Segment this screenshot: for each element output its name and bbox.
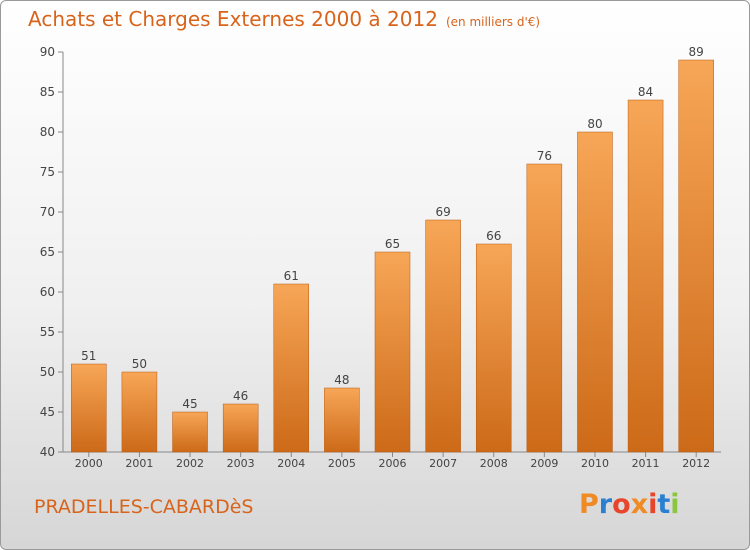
data-label-2002: 45 — [182, 397, 197, 411]
bar-2005 — [324, 387, 360, 453]
data-label-2012: 89 — [689, 45, 704, 59]
x-tick-label-2003: 2003 — [227, 457, 255, 470]
data-label-2008: 66 — [486, 229, 501, 243]
y-tick-label: 70 — [40, 205, 55, 219]
bar-2004 — [273, 283, 310, 453]
x-tick-label-2012: 2012 — [682, 457, 710, 470]
y-tick-label: 65 — [40, 245, 55, 259]
y-tick-label: 50 — [40, 365, 55, 379]
logo-letter: i — [648, 489, 658, 520]
data-label-2000: 51 — [81, 349, 96, 363]
data-label-2011: 84 — [638, 85, 653, 99]
y-tick-label: 80 — [40, 125, 55, 139]
axes: 40 45 50 55 60 65 70 75 80 85 90 2000 2001 2002 2003 20… — [40, 45, 721, 470]
x-tick-label-2000: 2000 — [75, 457, 103, 470]
data-label-2006: 65 — [385, 237, 400, 251]
x-tick-label-2010: 2010 — [581, 457, 609, 470]
logo-letter: t — [657, 489, 671, 520]
y-tick-label: 45 — [40, 405, 55, 419]
bar-2003 — [222, 403, 259, 453]
bar-2009 — [526, 163, 563, 453]
x-tick-label-2011: 2011 — [632, 457, 660, 470]
chart-title-text: Achats et Charges Externes 2000 à 2012 — [28, 7, 438, 31]
chart-title: Achats et Charges Externes 2000 à 2012 (e… — [28, 7, 540, 31]
bar-2002 — [172, 411, 208, 453]
y-tick-label: 75 — [40, 165, 55, 179]
chart-unit: (en milliers d'€) — [445, 15, 541, 29]
bar-2011 — [627, 99, 664, 453]
bar-2007 — [425, 219, 461, 453]
data-label-2007: 69 — [435, 205, 450, 219]
data-label-2005: 48 — [334, 373, 349, 387]
bar-2001 — [121, 371, 158, 453]
y-tick-label: 40 — [40, 445, 55, 459]
y-tick-label: 60 — [40, 285, 55, 299]
bar-2010 — [577, 131, 613, 453]
bar-2012 — [678, 59, 714, 453]
logo-letter: i — [670, 489, 680, 520]
bar-2008 — [475, 243, 512, 453]
y-tick-label: 85 — [40, 85, 55, 99]
x-tick-label-2009: 2009 — [530, 457, 558, 470]
data-label-2009: 76 — [537, 149, 552, 163]
bar-2006 — [374, 251, 411, 453]
data-label-2001: 50 — [132, 357, 147, 371]
logo-letter: x — [630, 489, 649, 520]
x-tick-label-2001: 2001 — [125, 457, 153, 470]
logo-letter: o — [612, 489, 631, 520]
x-tick-label-2008: 2008 — [480, 457, 508, 470]
logo-letter: P — [579, 489, 599, 520]
x-tick-label-2006: 2006 — [379, 457, 407, 470]
data-label-2010: 80 — [587, 117, 602, 131]
logo-letter: r — [598, 489, 613, 520]
x-tick-label-2002: 2002 — [176, 457, 204, 470]
y-tick-label: 90 — [40, 45, 55, 59]
data-label-2004: 61 — [284, 269, 299, 283]
x-tick-label-2005: 2005 — [328, 457, 356, 470]
x-tick-label-2007: 2007 — [429, 457, 457, 470]
bar-2000 — [71, 363, 107, 453]
x-tick-label-2004: 2004 — [277, 457, 305, 470]
bars: 51 50 45 46 61 48 65 69 66 76 80 84 89 — [71, 45, 714, 453]
commune-name: PRADELLES-CABARDèS — [34, 496, 254, 518]
y-tick-label: 55 — [40, 325, 55, 339]
proxiti-logo: Proxiti — [579, 489, 680, 520]
data-label-2003: 46 — [233, 389, 248, 403]
